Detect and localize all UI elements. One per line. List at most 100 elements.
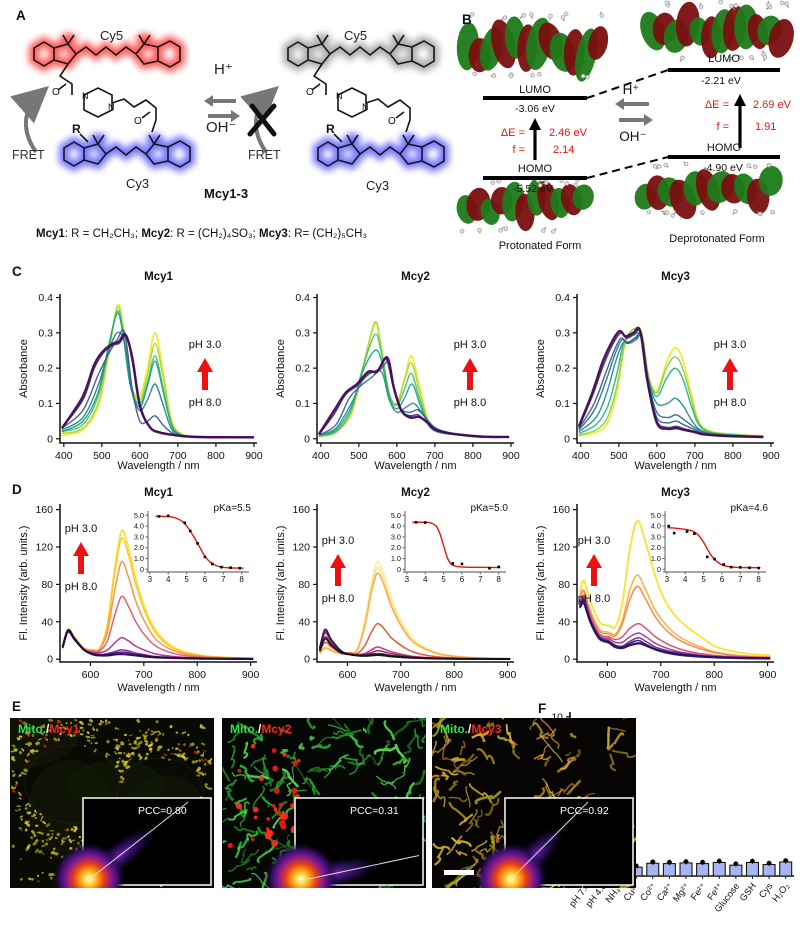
svg-text:pKa=5.5: pKa=5.5 xyxy=(213,503,251,514)
bar-Cys xyxy=(762,863,776,877)
svg-text:800: 800 xyxy=(207,450,225,462)
equilibrium-arrows xyxy=(204,95,240,122)
titration-data-point xyxy=(220,565,223,569)
svg-text:1.0: 1.0 xyxy=(391,554,401,563)
microscopy-image-mcy2: PCC=0.31 xyxy=(222,718,426,888)
svg-text:2.0: 2.0 xyxy=(651,543,661,552)
titration-data-point xyxy=(196,542,199,545)
fret-blocked-x-icon xyxy=(247,103,277,137)
svg-text:pH 8.0: pH 8.0 xyxy=(454,397,486,409)
cy3-label-right: Cy3 xyxy=(366,178,390,193)
r-group-label-right: R xyxy=(326,122,335,136)
titration-data-point xyxy=(757,566,760,570)
svg-text:500: 500 xyxy=(93,450,111,462)
titration-data-point xyxy=(685,530,689,533)
svg-text:3: 3 xyxy=(148,575,153,584)
cy5-label-right: Cy5 xyxy=(344,28,368,43)
chart-abs2: Mcy2 400 500 600 700 800 900 0 0.1 0.2 0.3 0.4 Wavel… xyxy=(275,271,520,472)
svg-text:700: 700 xyxy=(652,669,670,681)
svg-text:pKa=5.0: pKa=5.0 xyxy=(470,503,508,514)
svg-text:1.0: 1.0 xyxy=(651,554,661,563)
r-group-label-left: R xyxy=(72,122,81,136)
regression-line xyxy=(86,801,189,882)
series-curves xyxy=(318,560,511,661)
titration-data-point xyxy=(166,514,170,518)
svg-text:pH 8.0: pH 8.0 xyxy=(578,593,610,605)
svg-text:pH 8.0: pH 8.0 xyxy=(189,397,221,409)
image-label: Mito./Mcy1 xyxy=(18,722,80,736)
image-label: Mito./Mcy3 xyxy=(440,722,502,736)
svg-text:4: 4 xyxy=(683,575,688,584)
svg-text:40: 40 xyxy=(298,616,310,628)
svg-text:0.2: 0.2 xyxy=(555,363,570,375)
svg-text:7: 7 xyxy=(478,575,483,584)
svg-text:0.4: 0.4 xyxy=(295,292,310,304)
chart-abs1: Mcy1 400 500 600 700 800 900 0 0.1 0.2 0.3 0.4 Wavel… xyxy=(18,271,263,472)
svg-text:400: 400 xyxy=(312,450,330,462)
svg-text:900: 900 xyxy=(502,450,520,462)
svg-text:Wavelength / nm: Wavelength / nm xyxy=(117,682,199,694)
bar-Fe²⁺ xyxy=(696,863,710,877)
svg-text:Deprotonated Form: Deprotonated Form xyxy=(669,233,764,245)
svg-text:10: 10 xyxy=(551,711,563,723)
svg-text:f =: f = xyxy=(512,144,525,156)
oh-minus-label: OH⁻ xyxy=(206,119,237,136)
bar-Mg²⁺ xyxy=(679,862,693,877)
data-dot xyxy=(667,859,672,865)
svg-text:4: 4 xyxy=(423,575,428,584)
svg-text:160: 160 xyxy=(292,504,310,516)
bar-Co²⁺ xyxy=(646,862,660,877)
svg-text:0: 0 xyxy=(304,654,310,666)
panel-b-label: B xyxy=(462,12,472,27)
svg-text:0.4: 0.4 xyxy=(555,292,570,304)
titration-data-point xyxy=(488,566,491,570)
svg-text:Absorbance: Absorbance xyxy=(535,339,547,398)
svg-text:3.0: 3.0 xyxy=(651,532,661,541)
svg-text:900: 900 xyxy=(242,669,260,681)
svg-text:80: 80 xyxy=(558,579,570,591)
panel-a-label: A xyxy=(16,8,26,23)
equilibrium-arrows xyxy=(615,98,653,126)
data-dot xyxy=(783,858,788,863)
svg-text:Fl. Intensity (arb. units.): Fl. Intensity (arb. units.) xyxy=(275,526,287,641)
svg-text:3.0: 3.0 xyxy=(391,532,401,541)
svg-text:Absorbance: Absorbance xyxy=(18,339,30,398)
svg-text:0: 0 xyxy=(304,433,310,445)
svg-text:800: 800 xyxy=(445,669,463,681)
titration-data-point xyxy=(722,563,726,566)
svg-text:4.0: 4.0 xyxy=(391,522,401,531)
transition-arrow-icon xyxy=(529,118,541,130)
svg-text:-5.52 eV: -5.52 eV xyxy=(513,183,553,195)
titration-data-point xyxy=(705,555,709,559)
svg-text:GSH: GSH xyxy=(738,881,758,903)
titration-data-point xyxy=(188,529,192,533)
data-dot xyxy=(750,858,755,864)
cy5-label-left: Cy5 xyxy=(100,28,124,43)
svg-text:900: 900 xyxy=(245,450,263,462)
molecular-orbital-graphic xyxy=(634,161,783,220)
svg-text:600: 600 xyxy=(131,450,149,462)
svg-text:pH 3.0: pH 3.0 xyxy=(65,523,97,535)
svg-text:120: 120 xyxy=(292,542,310,554)
svg-text:600: 600 xyxy=(388,450,406,462)
fret-arrow-left xyxy=(10,86,49,154)
scale-bar xyxy=(444,870,474,875)
svg-text:5: 5 xyxy=(701,575,706,584)
svg-text:-4.90 eV: -4.90 eV xyxy=(703,162,743,174)
bar-H₂O₂ xyxy=(779,861,793,877)
svg-text:ΔE =: ΔE = xyxy=(501,127,525,139)
titration-data-point xyxy=(203,555,207,559)
regression-line xyxy=(508,801,589,882)
svg-text:1.91: 1.91 xyxy=(755,121,776,133)
svg-text:H₂O₂: H₂O₂ xyxy=(770,881,791,904)
svg-text:120: 120 xyxy=(552,542,570,554)
svg-text:0.4: 0.4 xyxy=(38,292,53,304)
mcy1-name: Mcy1 xyxy=(36,228,65,240)
svg-text:0: 0 xyxy=(564,433,570,445)
titration-data-point xyxy=(414,521,418,524)
scatter-hotspot xyxy=(52,842,126,888)
linker xyxy=(51,63,157,133)
bar-Fe³⁺ xyxy=(712,861,726,877)
